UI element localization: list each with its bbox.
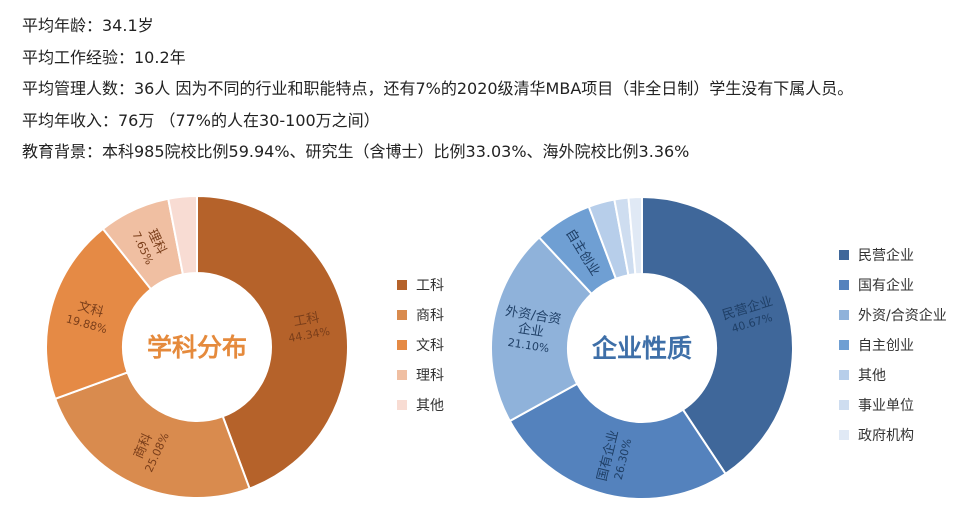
subject-donut: 工科44.34%商科25.08%文科19.88%理科7.65%学科分布 [45, 194, 349, 499]
subject-legend-swatch [397, 280, 407, 290]
subject-legend-item: 理科 [397, 360, 444, 390]
company-legend-swatch [839, 340, 849, 350]
company-legend-swatch [839, 430, 849, 440]
subject-slice-2 [53, 371, 251, 499]
company-legend-item: 自主创业 [839, 330, 947, 360]
company-legend-label: 自主创业 [858, 338, 914, 354]
company-legend-label: 事业单位 [858, 398, 914, 414]
subject-legend-label: 理科 [416, 368, 444, 384]
company-legend-label: 民营企业 [858, 248, 914, 264]
company-legend-swatch [839, 370, 849, 380]
company-chart-title: 企业性质 [592, 334, 692, 363]
company-legend-swatch [839, 280, 849, 290]
subject-legend-item: 工科 [397, 270, 444, 300]
subject-legend-swatch [397, 310, 407, 320]
subject-legend-label: 文科 [416, 338, 444, 354]
company-donut: 民营企业40.67%国有企业26.30%外资/合资企业21.10%自主创业企业性… [490, 195, 794, 500]
company-legend-label: 其他 [858, 368, 886, 384]
company-legend-item: 其他 [839, 360, 947, 390]
company-legend-item: 事业单位 [839, 390, 947, 420]
company-slice-3 [490, 236, 593, 423]
company-legend-item: 政府机构 [839, 420, 947, 450]
company-legend-swatch [839, 250, 849, 260]
subject-legend: 工科商科文科理科其他 [397, 270, 444, 420]
company-legend-swatch [839, 400, 849, 410]
subject-legend-label: 工科 [416, 278, 444, 294]
subject-slice-1 [196, 194, 349, 490]
company-slice-1 [641, 195, 794, 476]
average-age-line: 平均年龄：34.1岁 [22, 16, 154, 35]
company-legend: 民营企业国有企业外资/合资企业 自主创业其他事业单位政府机构 [839, 240, 947, 450]
company-slice-7 [627, 195, 643, 276]
subject-legend-swatch [397, 340, 407, 350]
average-income-line: 平均年收入：76万 （77%的人在30-100万之间） [22, 110, 380, 130]
company-legend-item: 国有企业 [839, 270, 947, 300]
company-legend-item: 外资/合资企业 [839, 300, 947, 330]
subject-legend-item: 其他 [397, 390, 444, 420]
subject-legend-item: 文科 [397, 330, 444, 360]
info-text-block: 平均年龄：34.1岁 平均工作经验：10.2年 平均管理人数：36人 因为不同的… [22, 14, 853, 172]
subject-legend-swatch [397, 400, 407, 410]
company-legend-label: 国有企业 [858, 278, 914, 294]
average-managed-people-line: 平均管理人数：36人 因为不同的行业和职能特点，还有7%的2020级清华MBA项… [22, 79, 854, 98]
average-experience-line: 平均工作经验：10.2年 [22, 47, 186, 67]
subject-legend-swatch [397, 370, 407, 380]
subject-legend-label: 其他 [416, 398, 444, 414]
company-legend-label: 外资/合资企业 [858, 308, 947, 324]
subject-slice-5 [167, 194, 198, 276]
company-legend-item: 民营企业 [839, 240, 947, 270]
subject-legend-item: 商科 [397, 300, 444, 330]
subject-legend-label: 商科 [416, 308, 444, 324]
company-legend-swatch [839, 310, 849, 320]
company-slice-2 [508, 382, 727, 500]
education-background-line: 教育背景：本科985院校比例59.94%、研究生（含博士）比例33.03%、海外… [22, 142, 690, 161]
subject-slice-3 [45, 227, 153, 401]
company-legend-label: 政府机构 [858, 428, 914, 444]
subject-chart-title: 学科分布 [147, 333, 247, 362]
subject-slice-label-1: 工科44.34% [285, 309, 331, 345]
